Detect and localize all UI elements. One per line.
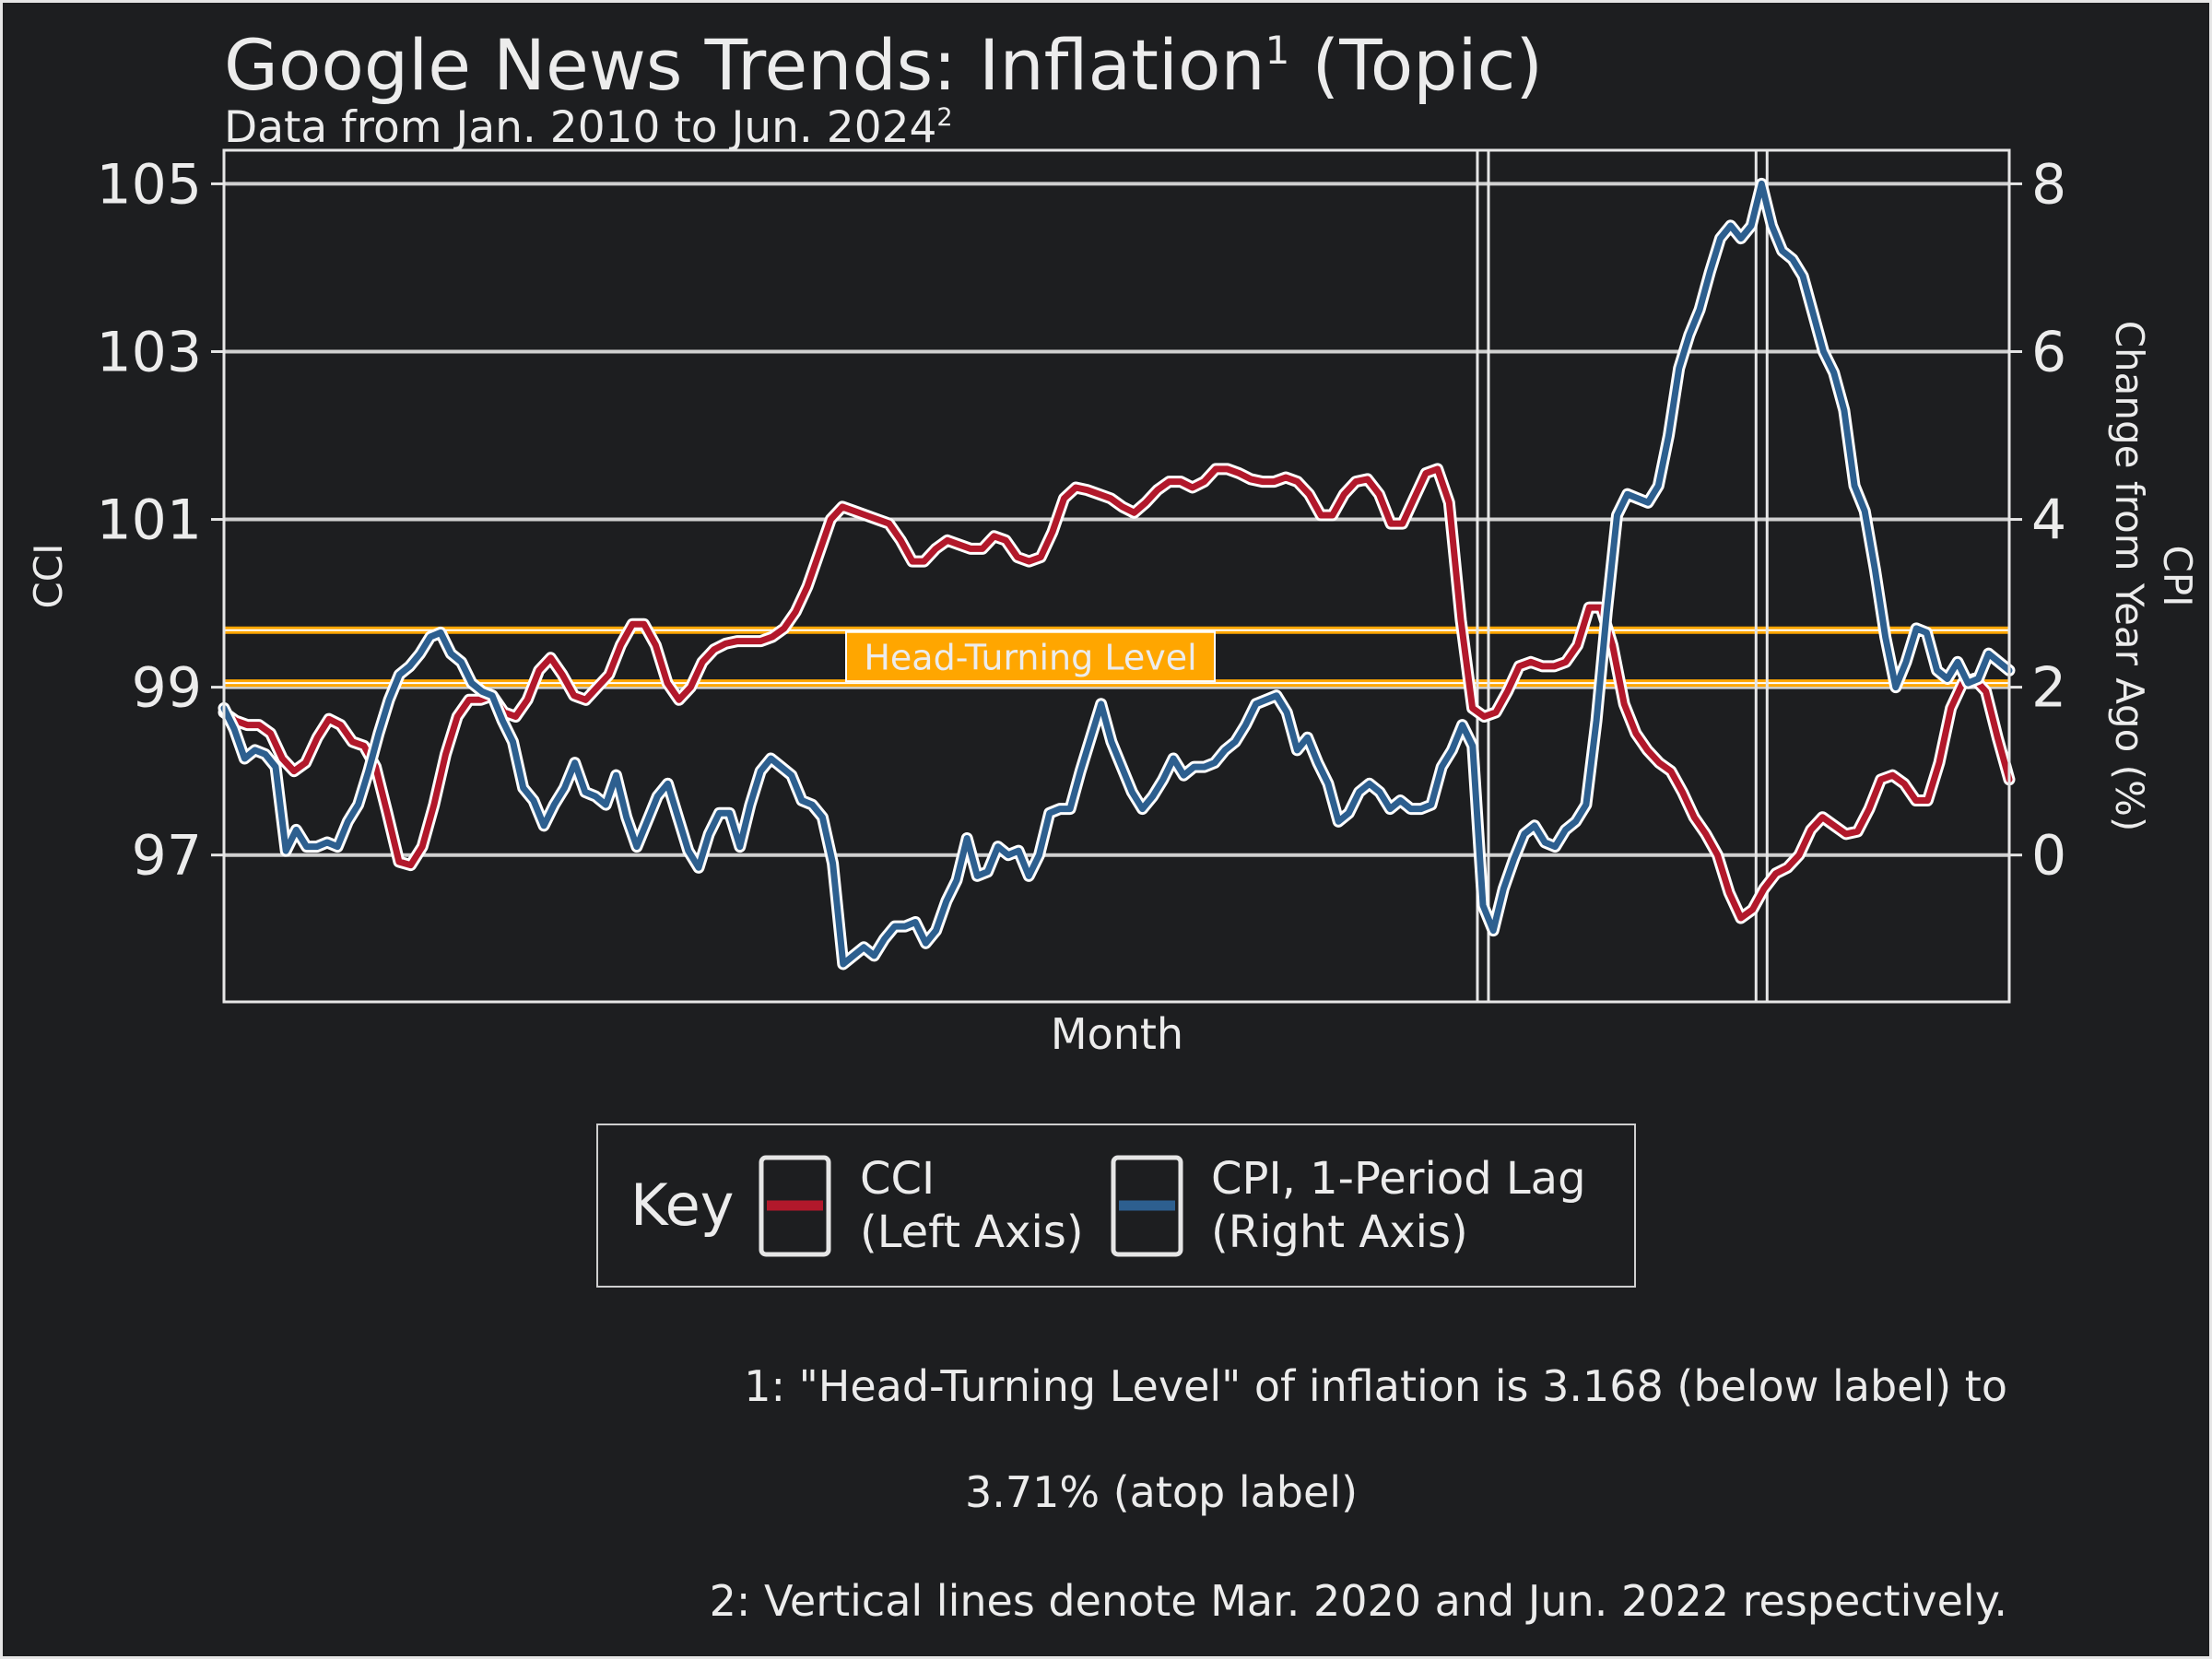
plot-panel: Head-Turning Level 97 99 101 103 105 0 2 4 6 8: [96, 148, 2066, 1004]
chart-subtitle: Data from Jan. 2010 to Jun. 20242: [224, 102, 953, 153]
left-axis-title: CCI: [26, 543, 71, 608]
panel-border: [222, 148, 2011, 1004]
band-label-box: [845, 630, 1216, 683]
footnote-2: 2: Vertical lines denote Mar. 2020 and J…: [710, 1576, 2007, 1626]
series-line-cci: [220, 465, 2013, 922]
legend-label-cpi: CPI, 1-Period Lag: [1211, 1153, 1586, 1205]
right-tick-label: 4: [2031, 488, 2066, 553]
left-tick-label: 105: [96, 152, 202, 217]
right-axis: 0 2 4 6 8: [2009, 152, 2066, 888]
band-label: Head-Turning Level: [864, 637, 1196, 677]
left-axis: 97 99 101 103 105: [96, 152, 224, 888]
right-tick-label: 2: [2031, 656, 2066, 721]
footnote-1-continued: 3.71% (atop label): [965, 1467, 1358, 1517]
chart-title: Google News Trends: Inflation1 (Topic): [224, 24, 1543, 106]
right-tick-label: 8: [2031, 152, 2066, 217]
legend-label-cci: CCI: [860, 1153, 935, 1205]
left-tick-label: 103: [96, 320, 202, 384]
right-tick-label: 6: [2031, 320, 2066, 384]
band-label-layer: Head-Turning Level: [845, 630, 1216, 683]
right-tick-label: 0: [2031, 824, 2066, 888]
head-turning-band: [224, 626, 2009, 688]
vertical-reference-lines: [1476, 150, 1769, 1002]
legend-title: Key: [630, 1171, 734, 1239]
legend-sublabel-cpi: (Right Axis): [1211, 1206, 1468, 1258]
legend-box: [596, 1124, 1636, 1288]
legend-item-cpi: CPI, 1-Period Lag (Right Axis): [1111, 1153, 1586, 1258]
left-tick-label: 99: [132, 656, 202, 721]
legend-sublabel-cci: (Left Axis): [860, 1206, 1084, 1258]
series-line-cpi: [220, 180, 2013, 968]
left-tick-label: 101: [96, 488, 202, 553]
legend-key-box: [1111, 1155, 1183, 1257]
left-tick-label: 97: [132, 824, 202, 888]
series-layer: [218, 177, 2016, 971]
legend: Key CCI (Left Axis) CPI, 1-Period Lag (R…: [596, 1124, 1636, 1288]
legend-key-box: [759, 1155, 831, 1257]
footnote-1: 1: "Head-Turning Level" of inflation is …: [744, 1361, 2007, 1411]
right-axis-title-line1: CPI: [2155, 545, 2200, 606]
x-axis-title: Month: [1051, 1009, 1183, 1059]
legend-item-cci: CCI (Left Axis): [759, 1153, 1084, 1258]
right-axis-title-line2: Change from Year Ago (%): [2107, 321, 2152, 832]
